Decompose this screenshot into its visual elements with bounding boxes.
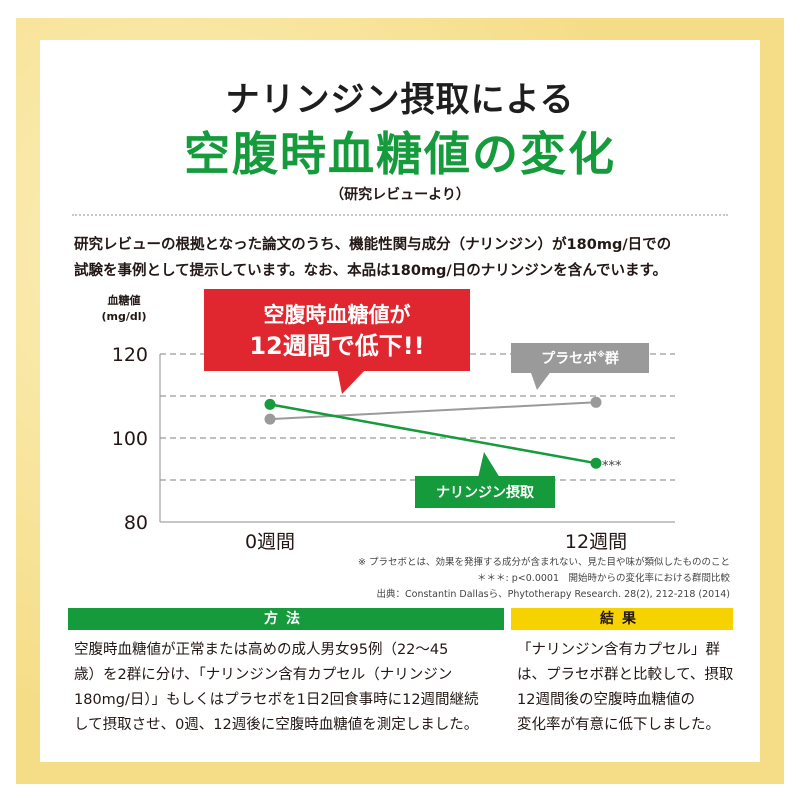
callout-pointer: [337, 368, 367, 394]
placebo-label-note: ※: [597, 349, 605, 359]
divider: [72, 214, 728, 216]
result-line-2: は、プラセボ群と比較して、摂取: [517, 667, 734, 683]
result-line-4: 変化率が有意に低下しました。: [517, 717, 720, 733]
intro-text: 研究レビューの根拠となった論文のうち、機能性関与成分（ナリンジン）が180mg/…: [74, 232, 730, 284]
y-tick-label: 100: [112, 428, 148, 450]
callout-box: [204, 289, 470, 371]
callout-line-1: 空腹時血糖値が: [264, 303, 411, 327]
naringin-point-1: [590, 457, 602, 469]
placebo-point-1: [590, 396, 602, 408]
placebo-label-box: [511, 343, 649, 373]
naringin-line: [269, 403, 597, 465]
footnote-placebo: ※ プラセボとは、効果を発揮する成分が含まれない、見た目や味が類似したもののこと: [358, 557, 730, 568]
result-heading: 結果: [511, 608, 733, 630]
result-line-3: 12週間後の空腹時血糖値の: [517, 692, 695, 708]
placebo-label: プラセボ※群: [541, 349, 619, 367]
result-line-1: 「ナリンジン含有カプセル」群: [517, 642, 720, 658]
y-tick-label: 80: [124, 512, 148, 534]
footnote-significance: ＊＊＊: p<0.0001 開始時からの変化率における群間比較: [477, 573, 730, 584]
intro-line-1: 研究レビューの根拠となった論文のうち、機能性関与成分（ナリンジン）が180mg/…: [74, 237, 672, 253]
x-tick-1: 12週間: [565, 531, 627, 553]
y-axis-label: 血糖値: [108, 293, 141, 307]
title-line2: 空腹時血糖値の変化: [184, 127, 616, 181]
placebo-label-tail: 群: [604, 350, 619, 367]
placebo-label-main: プラセボ: [541, 351, 597, 367]
intro-line-2: 試験を事例として提示しています。なお、本品は180mg/日のナリンジンを含んでい…: [74, 263, 668, 279]
naringin-label-pointer: [478, 452, 500, 478]
y-tick-label: 120: [112, 344, 148, 366]
footnotes: ※ プラセボとは、効果を発揮する成分が含まれない、見た目や味が類似したもののこと…: [358, 555, 730, 603]
method-line-2: 歳）を2群に分け、「ナリンジン含有カプセル（ナリンジン: [74, 667, 453, 683]
callout-line-2: 12週間で低下!!: [249, 332, 424, 360]
method-body: 空腹時血糖値が正常または高めの成人男女95例（22～45 歳）を2群に分け、「ナ…: [74, 638, 504, 738]
result-body: 「ナリンジン含有カプセル」群 は、プラセボ群と比較して、摂取 12週間後の空腹時…: [517, 638, 733, 738]
naringin-label: ナリンジン摂取: [436, 484, 535, 501]
title-subtitle: （研究レビューより）: [330, 187, 470, 203]
placebo-line: [269, 401, 597, 421]
method-heading: 方法: [68, 608, 504, 630]
significance-marker: ***: [602, 459, 622, 474]
placebo-label-pointer: [530, 370, 552, 390]
method-line-3: 180mg/日）」もしくはプラセボを1日2回食事時に12週間継続: [74, 692, 479, 708]
naringin-label-box: [415, 476, 555, 508]
naringin-point-0: [264, 398, 276, 410]
x-tick-0: 0週間: [245, 531, 295, 553]
footnote-source: 出典：Constantin Dallasら、Phytotherapy Resea…: [376, 589, 730, 600]
y-axis-unit: (mg/dl): [101, 310, 146, 323]
method-line-1: 空腹時血糖値が正常または高めの成人男女95例（22～45: [74, 642, 449, 658]
placebo-point-0: [264, 413, 276, 425]
title-line1: ナリンジン摂取による: [225, 80, 575, 120]
method-line-4: して摂取させ、0週、12週後に空腹時血糖値を測定しました。: [74, 717, 479, 733]
